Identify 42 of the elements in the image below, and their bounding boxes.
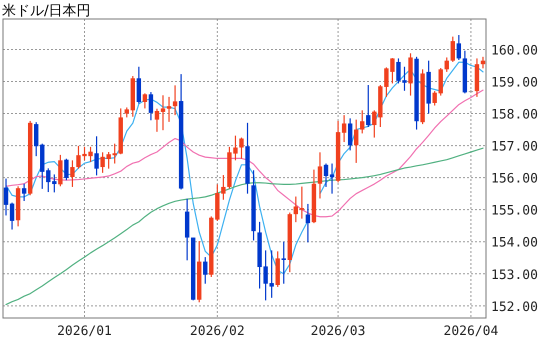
ytick: 156.00	[491, 172, 538, 187]
ytick: 160.00	[491, 43, 538, 58]
candlestick	[148, 91, 154, 121]
candlestick	[282, 241, 286, 284]
ytick: 157.00	[491, 140, 538, 155]
candlestick	[444, 56, 449, 72]
candlestick	[70, 160, 75, 188]
candlestick	[88, 146, 93, 163]
candlestick	[396, 58, 401, 84]
candlestick	[22, 183, 26, 202]
candlestick	[142, 92, 148, 110]
candlestick	[4, 178, 8, 216]
candlestick	[402, 66, 407, 92]
ytick: 152.00	[491, 300, 538, 315]
candlestick	[480, 56, 486, 69]
title: 米ドル/日本円	[2, 3, 91, 19]
candlestick	[366, 84, 370, 128]
ytick: 155.00	[491, 204, 538, 219]
candlestick	[306, 203, 310, 243]
candlestick	[456, 34, 462, 61]
candlestick	[348, 118, 352, 151]
candlestick	[160, 94, 166, 131]
xtick: 2026/04	[444, 324, 498, 339]
candlestick	[203, 256, 208, 284]
ytick: 159.00	[491, 76, 538, 90]
xtick: 2026/02	[190, 324, 245, 339]
ytick: 158.00	[491, 108, 538, 123]
candlestick	[10, 202, 14, 230]
candlestick	[64, 158, 69, 181]
xtick: 2026/03	[310, 324, 366, 339]
candlestick	[354, 119, 358, 164]
candlestick	[360, 110, 364, 134]
candlestick	[76, 145, 81, 170]
candlestick	[94, 136, 99, 176]
ytick: 154.00	[491, 236, 538, 251]
candlestick	[330, 162, 334, 194]
xtick: 2026/01	[57, 324, 112, 339]
candlestick	[172, 84, 178, 116]
ytick: 153.00	[491, 268, 538, 283]
candlestick	[239, 136, 244, 160]
candlestick	[450, 36, 455, 63]
candlestick	[136, 66, 142, 104]
